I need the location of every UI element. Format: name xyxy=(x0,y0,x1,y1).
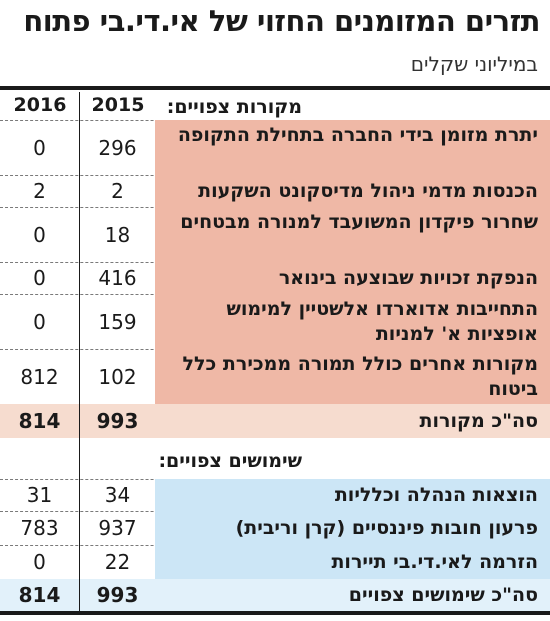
value-2016: 0 xyxy=(33,550,46,574)
value-2015: 18 xyxy=(104,222,131,247)
value-2015: 296 xyxy=(98,135,137,160)
value-2016: 812 xyxy=(20,364,59,389)
value-2015: 102 xyxy=(98,364,137,389)
table-row: הוצאות הנהלה וכלליות 34 31 xyxy=(0,479,550,511)
section-label-uses: שימושים צפויים: xyxy=(158,450,302,472)
value-2015: 937 xyxy=(98,516,137,540)
section-label-sources: מקורות צפויים: xyxy=(166,96,302,118)
value-2015: 2 xyxy=(111,179,124,203)
table-row: יתרת מזומן בידי החברה בתחילת התקופה 296 0 xyxy=(0,120,550,175)
value-2015: 993 xyxy=(96,583,139,607)
column-divider xyxy=(79,92,80,611)
row-label: פרעון חובות פיננסיים (קרן וריבית) xyxy=(155,511,550,545)
value-2016: 31 xyxy=(26,483,53,507)
row-label: יתרת מזומן בידי החברה בתחילת התקופה xyxy=(155,120,550,175)
page-subtitle: במיליוני שקלים xyxy=(410,52,538,76)
value-2016: 0 xyxy=(33,266,46,290)
table-row: פרעון חובות פיננסיים (קרן וריבית) 937 783 xyxy=(0,511,550,545)
table-row: הזרמה לאי.די.בי תיירות 22 0 xyxy=(0,545,550,579)
total-row: סה"כ שימושים צפויים 993 814 xyxy=(0,579,550,611)
value-2016: 2 xyxy=(33,179,46,203)
table-row: שחרור פיקדון המשועבד למנורה מבטחים 18 0 xyxy=(0,207,550,262)
row-label: הזרמה לאי.די.בי תיירות xyxy=(155,545,550,579)
value-2016: 0 xyxy=(33,222,46,247)
value-2016: 814 xyxy=(18,409,61,433)
value-2015: 416 xyxy=(98,266,137,290)
value-2016: 0 xyxy=(33,309,46,334)
column-header-2015: 2015 xyxy=(91,94,145,116)
value-2015: 22 xyxy=(104,550,131,574)
table-row: הנפקת זכויות שבוצעה בינואר 416 0 xyxy=(0,262,550,294)
value-2015: 993 xyxy=(96,409,139,433)
row-label: הוצאות הנהלה וכלליות xyxy=(155,479,550,511)
row-label: הנפקת זכויות שבוצעה בינואר xyxy=(155,262,550,294)
bottom-rule xyxy=(0,611,550,615)
table-row: הכנסות מדמי ניהול מדיסקונט השקעות 2 2 xyxy=(0,175,550,207)
top-rule xyxy=(0,86,550,90)
total-label: סה"כ מקורות xyxy=(419,409,538,432)
row-label: הכנסות מדמי ניהול מדיסקונט השקעות xyxy=(155,175,550,207)
value-2016: 783 xyxy=(20,516,59,540)
table-row: התחייבות אדוארדו אלשטיין למימוש אופציות … xyxy=(0,294,550,349)
row-label: התחייבות אדוארדו אלשטיין למימוש אופציות … xyxy=(155,294,550,349)
total-label: סה"כ שימושים צפויים xyxy=(348,583,538,606)
table-row: מקורות אחרים כולל תמורה ממכירת כלל ביטוח… xyxy=(0,349,550,404)
value-2015: 34 xyxy=(104,483,131,507)
row-label: שחרור פיקדון המשועבד למנורה מבטחים xyxy=(155,207,550,262)
value-2016: 0 xyxy=(33,135,46,160)
row-label: מקורות אחרים כולל תמורה ממכירת כלל ביטוח xyxy=(155,349,550,404)
total-row: סה"כ מקורות 993 814 xyxy=(0,404,550,438)
column-header-2016: 2016 xyxy=(13,94,67,116)
value-2015: 159 xyxy=(98,309,137,334)
page-title: תזרים המזומנים החזוי של אי.די.בי פתוח xyxy=(23,4,540,38)
value-2016: 814 xyxy=(18,583,61,607)
